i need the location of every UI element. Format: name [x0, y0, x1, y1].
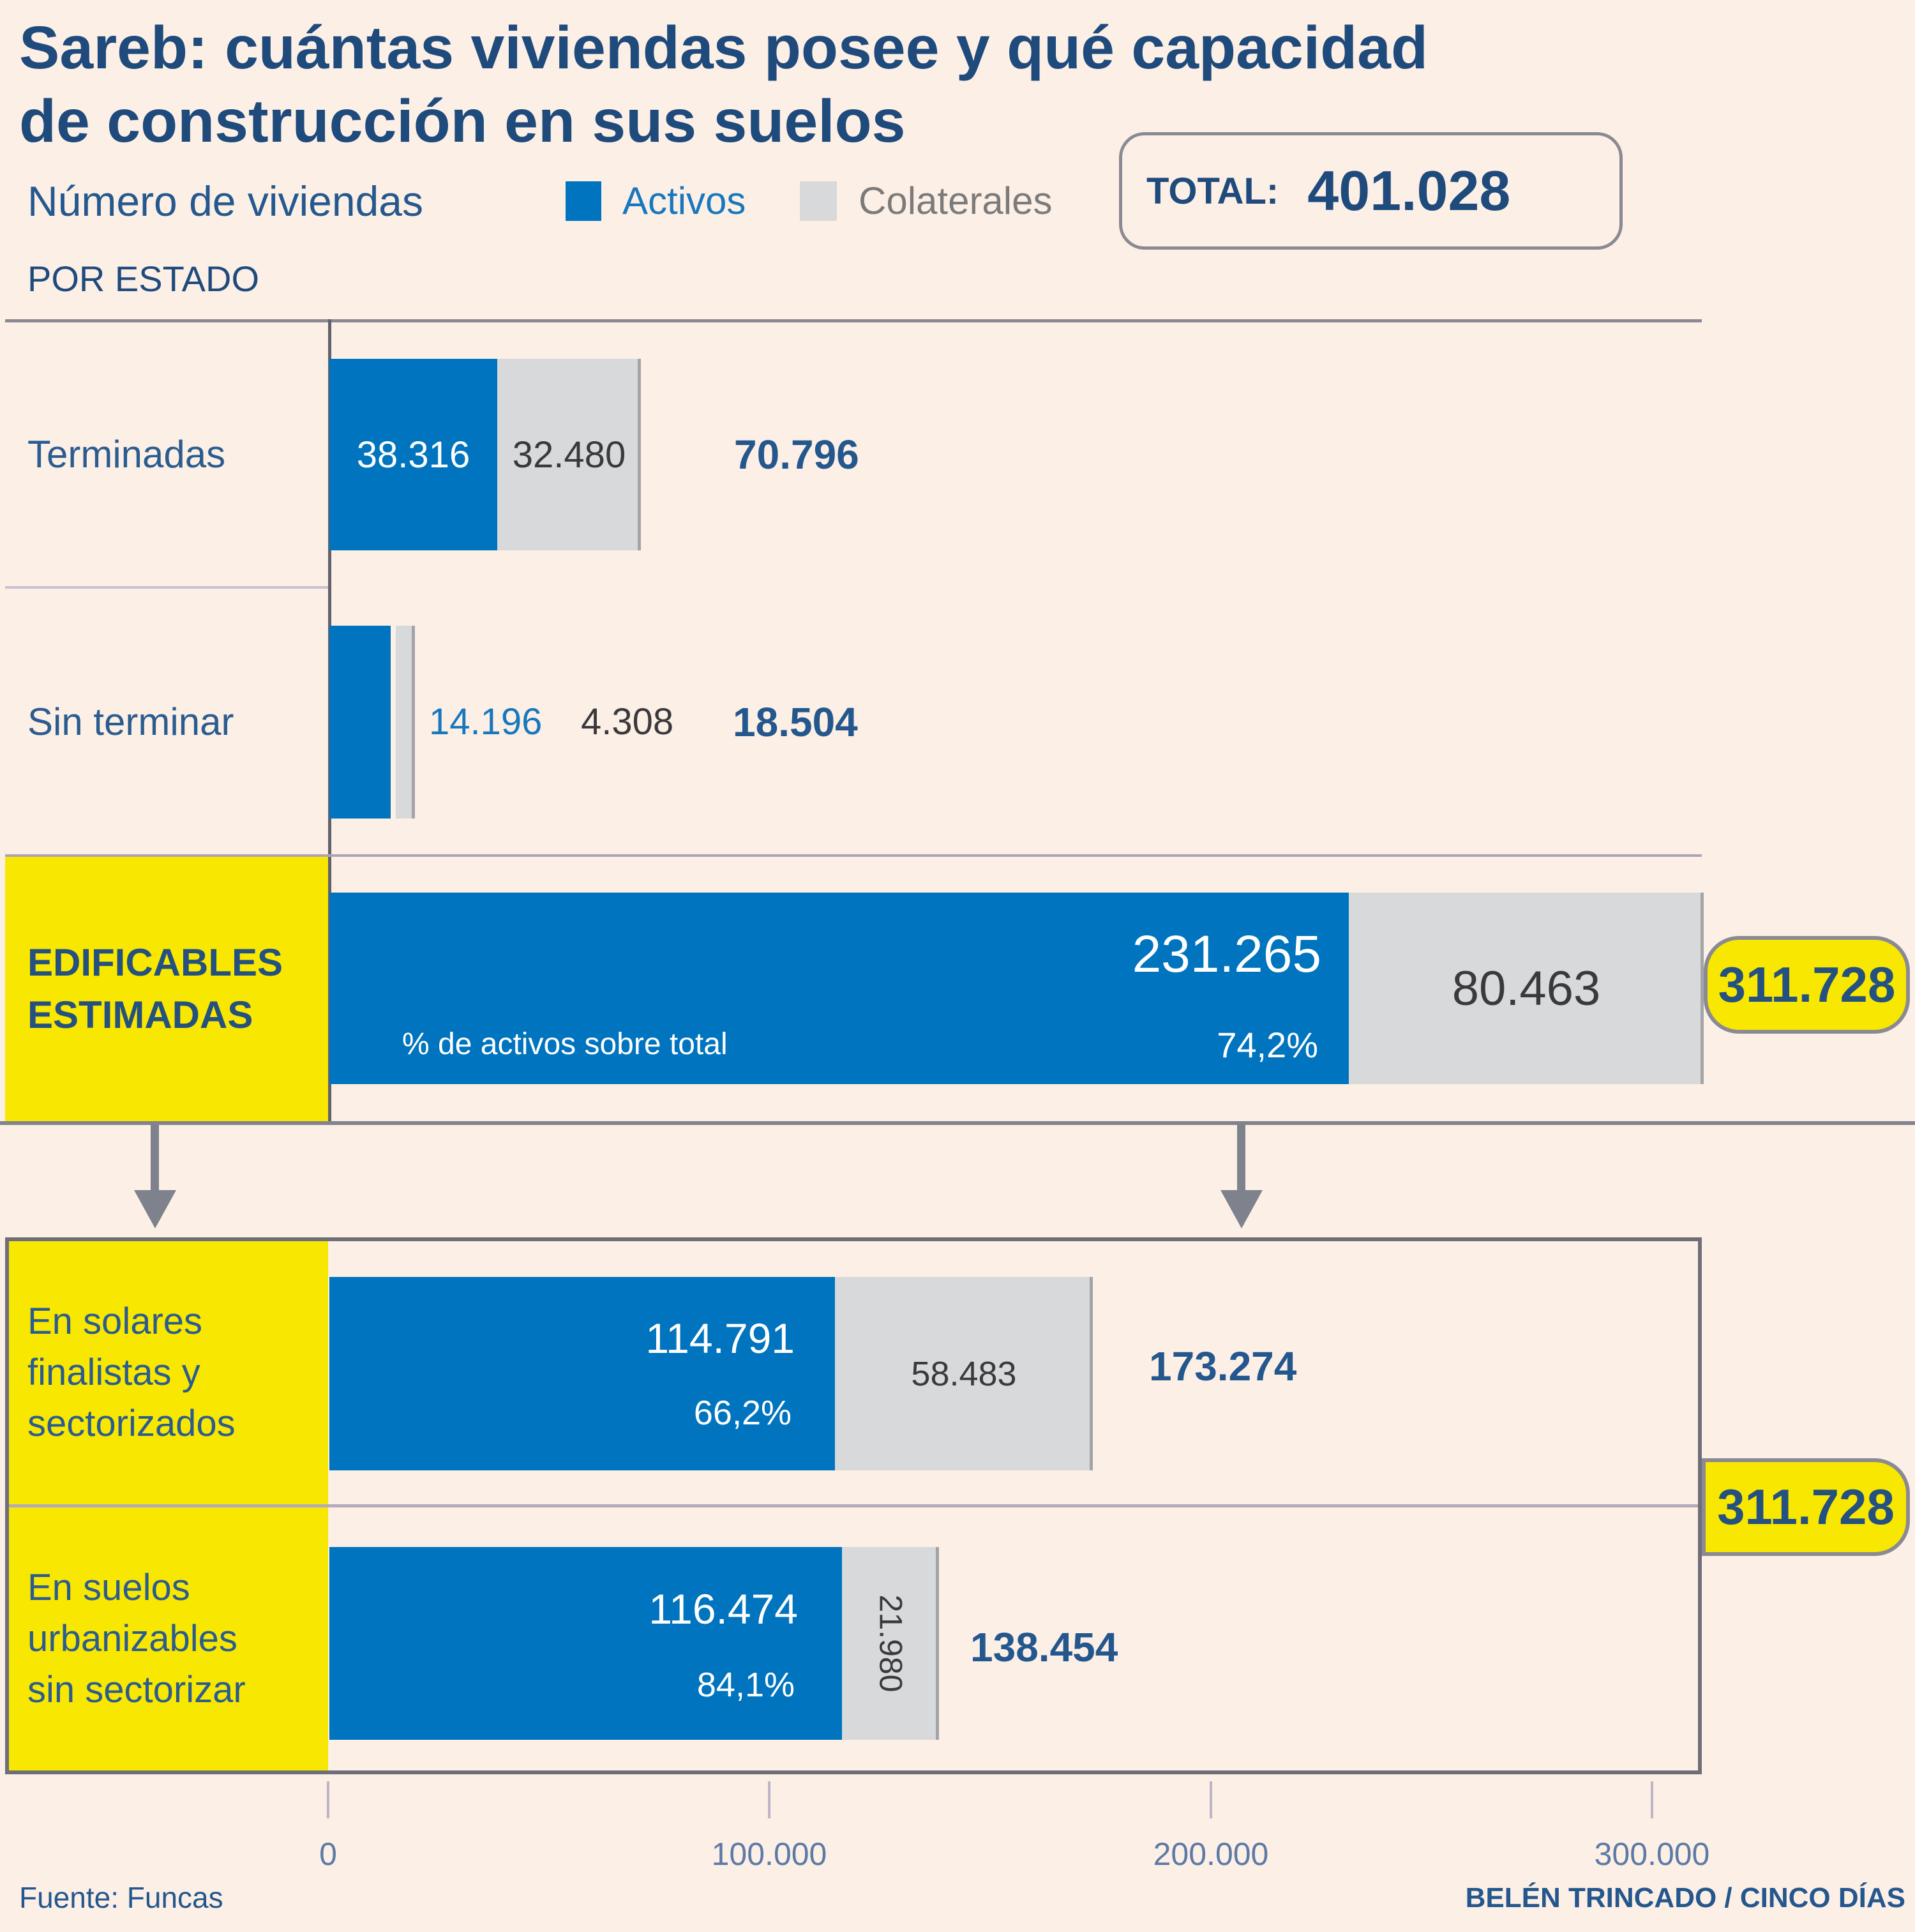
axis-tick-0	[327, 1781, 329, 1818]
arrow-right-stem	[1237, 1125, 1245, 1191]
author-credit: BELÉN TRINCADO / CINCO DÍAS	[1465, 1882, 1905, 1913]
legend-colaterales-label: Colaterales	[859, 179, 1053, 222]
row-label-urbanizables: En suelos urbanizables sin sectorizar	[27, 1562, 246, 1716]
edificables-line-2: ESTIMADAS	[27, 993, 253, 1036]
bar-sin-terminar-activos	[329, 626, 391, 819]
value-sin-terminar-total: 18.504	[733, 699, 858, 745]
value-solares-colaterales-wrap: 58.483	[835, 1277, 1093, 1470]
badge-subtotal-lower-value: 311.728	[1717, 1479, 1895, 1535]
row-label-edificables: EDIFICABLES ESTIMADAS	[27, 937, 283, 1041]
source-credit: Fuente: Funcas	[19, 1881, 223, 1914]
label-box-urbanizables: En suelos urbanizables sin sectorizar	[9, 1507, 328, 1770]
solares-line-1: En solares	[27, 1301, 203, 1342]
label-box-edificables: EDIFICABLES ESTIMADAS	[5, 857, 328, 1121]
value-sin-terminar-activos: 14.196	[429, 701, 543, 743]
badge-subtotal-upper: 311.728	[1704, 936, 1910, 1034]
value-terminadas-activos: 38.316	[356, 434, 470, 476]
edificables-line-1: EDIFICABLES	[27, 941, 283, 984]
chart-top-line	[5, 319, 1702, 322]
total-box: TOTAL: 401.028	[1119, 132, 1623, 250]
value-terminadas-total: 70.796	[734, 432, 859, 478]
axis-tick-200k	[1210, 1781, 1212, 1818]
bar-solares-colaterales	[835, 1277, 1093, 1470]
page-title: Sareb: cuántas viviendas posee y qué cap…	[19, 11, 1679, 158]
legend-activos-swatch	[566, 181, 601, 221]
section-label: POR ESTADO	[27, 259, 260, 299]
value-urbanizables-colaterales-wrap: 21.980	[842, 1547, 939, 1740]
value-urbanizables-activos: 116.474	[649, 1585, 798, 1633]
value-urbanizables-colaterales: 21.980	[873, 1594, 908, 1693]
value-edificables-pct: 74,2%	[1217, 1025, 1318, 1065]
row-label-sin-terminar: Sin terminar	[27, 700, 234, 743]
bar-terminadas-activos: 38.316	[329, 359, 497, 550]
arrow-left-stem	[151, 1125, 159, 1191]
bar-terminadas-colaterales: 32.480	[497, 359, 641, 550]
legend-activos-label: Activos	[622, 179, 746, 222]
axis-tick-100k	[768, 1781, 770, 1818]
unit-label: Número de viviendas	[27, 177, 423, 225]
axis-label-300k: 300.000	[1594, 1836, 1710, 1872]
bar-edificables-activos	[329, 893, 1349, 1084]
total-value: 401.028	[1307, 159, 1511, 222]
value-solares-pct: 66,2%	[693, 1394, 792, 1432]
solares-line-3: sectorizados	[27, 1403, 236, 1444]
badge-subtotal-upper-value: 311.728	[1718, 956, 1896, 1013]
arrow-left-head-icon	[134, 1190, 176, 1228]
title-line-2: de construcción en sus suelos	[19, 87, 906, 155]
value-urbanizables-total: 138.454	[970, 1624, 1118, 1670]
row-label-terminadas: Terminadas	[27, 433, 226, 476]
title-line-1: Sareb: cuántas viviendas posee y qué cap…	[19, 14, 1429, 82]
value-solares-colaterales: 58.483	[911, 1354, 1017, 1393]
axis-tick-300k	[1651, 1781, 1653, 1818]
legend-colaterales-swatch	[800, 181, 837, 221]
row-label-solares: En solares finalistas y sectorizados	[27, 1296, 236, 1449]
value-edificables-colaterales: 80.463	[1452, 961, 1601, 1016]
value-sin-terminar-colaterales: 4.308	[581, 701, 674, 743]
bar-urbanizables-activos	[329, 1547, 842, 1740]
value-solares-activos: 114.791	[645, 1315, 795, 1362]
row-separator-2	[5, 854, 1702, 857]
row-separator-1	[5, 586, 328, 589]
axis-label-100k: 100.000	[711, 1836, 827, 1872]
label-box-solares: En solares finalistas y sectorizados	[9, 1241, 328, 1504]
axis-label-200k: 200.000	[1153, 1836, 1269, 1872]
value-edificables-activos: 231.265	[1132, 925, 1321, 983]
value-edificables-colaterales-wrap: 80.463	[1349, 893, 1704, 1084]
bar-solares-activos	[329, 1277, 835, 1470]
bar-urbanizables-colaterales	[842, 1547, 939, 1740]
urbanizables-line-3: sin sectorizar	[27, 1669, 246, 1710]
arrow-right-head-icon	[1220, 1190, 1263, 1228]
suelos-group-box	[5, 1237, 1702, 1774]
bar-edificables-colaterales	[1349, 893, 1704, 1084]
note-pct-activos: % de activos sobre total	[402, 1027, 728, 1061]
value-urbanizables-pct: 84,1%	[696, 1666, 795, 1704]
urbanizables-line-1: En suelos	[27, 1567, 190, 1608]
value-solares-total: 173.274	[1149, 1343, 1297, 1389]
axis-label-0: 0	[319, 1836, 337, 1872]
row-separator-3	[9, 1504, 1698, 1507]
urbanizables-line-2: urbanizables	[27, 1618, 237, 1659]
total-label: TOTAL:	[1146, 170, 1279, 212]
bar-sin-terminar-colaterales	[396, 626, 415, 819]
value-terminadas-colaterales: 32.480	[512, 434, 626, 476]
solares-line-2: finalistas y	[27, 1352, 200, 1393]
badge-subtotal-lower: 311.728	[1702, 1458, 1910, 1556]
separator-edificables-bottom	[0, 1121, 1915, 1125]
